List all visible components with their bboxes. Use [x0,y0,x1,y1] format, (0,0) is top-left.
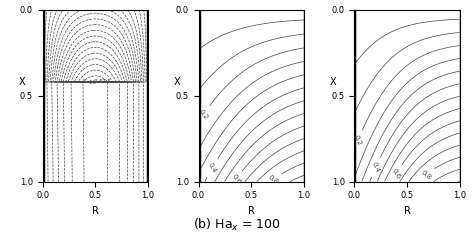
Y-axis label: X: X [174,77,181,87]
X-axis label: R: R [248,206,255,216]
Text: -2.5: -2.5 [93,79,104,84]
Y-axis label: X: X [18,77,25,87]
Text: 0.6: 0.6 [391,167,402,180]
Text: (b) Ha$_x$ = 100: (b) Ha$_x$ = 100 [193,217,281,233]
Text: -5: -5 [82,79,87,84]
Text: 0.4: 0.4 [371,161,381,174]
Text: 0.2: 0.2 [198,109,209,121]
X-axis label: R: R [404,206,410,216]
Text: 0.6: 0.6 [230,173,242,186]
Y-axis label: X: X [330,77,337,87]
X-axis label: R: R [92,206,99,216]
Text: 0.4: 0.4 [207,162,218,174]
Text: 0.2: 0.2 [353,134,363,147]
Text: -10: -10 [88,80,97,85]
Text: 0.8: 0.8 [420,169,432,181]
Text: -7.5: -7.5 [101,79,112,84]
Text: 0.8: 0.8 [266,174,279,186]
